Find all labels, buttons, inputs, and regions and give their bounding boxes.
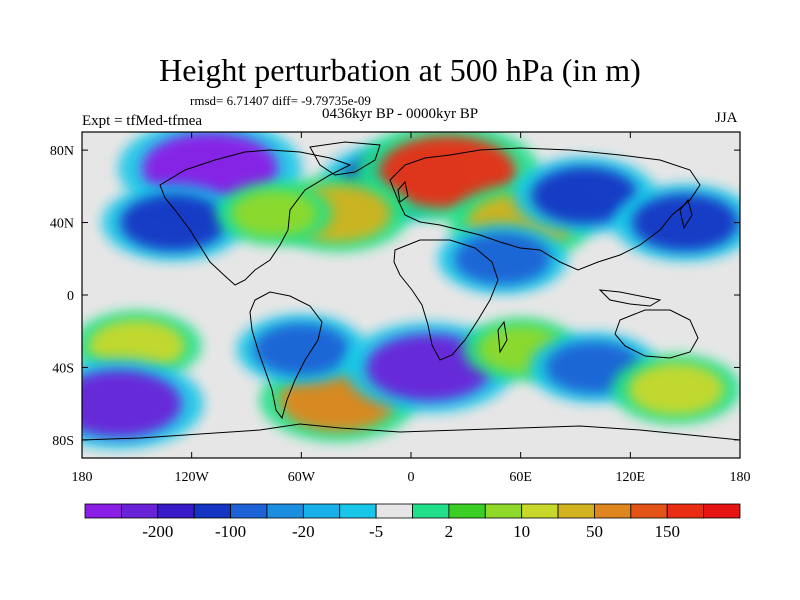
colorbar-swatch: [230, 503, 268, 519]
x-tick-label: 60W: [288, 470, 316, 485]
colorbar-swatch: [484, 503, 523, 519]
madagascar-coast: [497, 320, 508, 354]
anomaly-core: [230, 190, 317, 237]
map-panel: 180 120W 60W 0 60E 120E 180 80N 40N 0 40S 80S: [50, 131, 751, 485]
antarctica-coast: [82, 423, 740, 441]
uk-coast: [397, 180, 409, 203]
anomaly-core: [366, 333, 493, 401]
colorbar-label: 150: [654, 522, 680, 541]
x-tick-label: 0: [408, 470, 415, 485]
x-tick-label: 120W: [175, 470, 210, 485]
anomaly-core: [120, 194, 227, 252]
colorbar-swatch: [630, 503, 668, 519]
africa-coast: [393, 239, 499, 361]
colorbar-label: 10: [513, 522, 530, 541]
colorbar-swatch: [666, 503, 705, 519]
colorbar-label: 50: [586, 522, 603, 541]
colorbar-swatch: [521, 503, 559, 519]
colorbar-swatch: [120, 503, 159, 519]
colorbar: -200 -100 -20 -5 2 10 50 150: [84, 503, 741, 541]
anomaly-core: [454, 232, 551, 285]
stats-label: rmsd= 6.71407 diff= -9.79735e-09: [190, 93, 371, 108]
x-tick-label: 180: [730, 470, 751, 485]
season-label: JJA: [715, 110, 738, 126]
x-tick-label: 60E: [509, 470, 532, 485]
colorbar-swatch: [193, 503, 231, 519]
colorbar-swatch: [448, 503, 486, 519]
anomaly-core: [379, 135, 516, 208]
y-tick-label: 0: [67, 289, 74, 304]
y-tick-label: 40N: [50, 217, 74, 232]
map-axes: 180 120W 60W 0 60E 120E 180 80N 40N 0 40S 80S: [50, 132, 751, 485]
colorbar-swatch: [157, 503, 195, 519]
anomaly-core: [82, 370, 182, 438]
colorbar-label: -5: [369, 522, 383, 541]
colorbar-swatch: [557, 503, 595, 519]
colorbar-swatch: [594, 503, 632, 519]
experiment-label: Expt = tfMed-tfmea: [82, 113, 203, 129]
anomaly-core: [628, 363, 725, 416]
australia-coast: [614, 309, 699, 359]
colorbar-label: -100: [215, 522, 246, 541]
japan-coast: [679, 198, 693, 230]
south-america-coast: [249, 291, 323, 420]
north-america-coast: [159, 149, 352, 286]
y-tick-label: 80S: [52, 434, 74, 449]
anomaly-core: [531, 166, 638, 224]
anomaly-core: [253, 323, 350, 376]
colorbar-swatch: [84, 503, 122, 519]
colorbar-label: -200: [142, 522, 173, 541]
colorbar-swatch: [302, 503, 341, 519]
x-tick-label: 180: [72, 470, 93, 485]
anomaly-core: [632, 194, 739, 252]
map-title: Height perturbation at 500 hPa (in m): [159, 52, 641, 88]
y-tick-label: 40S: [52, 361, 74, 376]
greenland-coast: [309, 141, 381, 176]
coastlines: [82, 141, 740, 441]
colorbar-label: -20: [292, 522, 315, 541]
europe-asia-coast: [389, 147, 701, 271]
period-label: 0436kyr BP - 0000kyr BP: [322, 106, 479, 122]
y-tick-label: 80N: [50, 144, 74, 159]
colorbar-swatch: [703, 503, 741, 519]
indonesia-coast: [598, 289, 662, 307]
colorbar-swatch: [339, 503, 377, 519]
colorbar-swatch: [266, 503, 304, 519]
colorbar-swatch: [412, 503, 450, 519]
x-tick-label: 120E: [616, 470, 646, 485]
colorbar-swatch: [375, 503, 413, 519]
colorbar-label: 2: [445, 522, 454, 541]
